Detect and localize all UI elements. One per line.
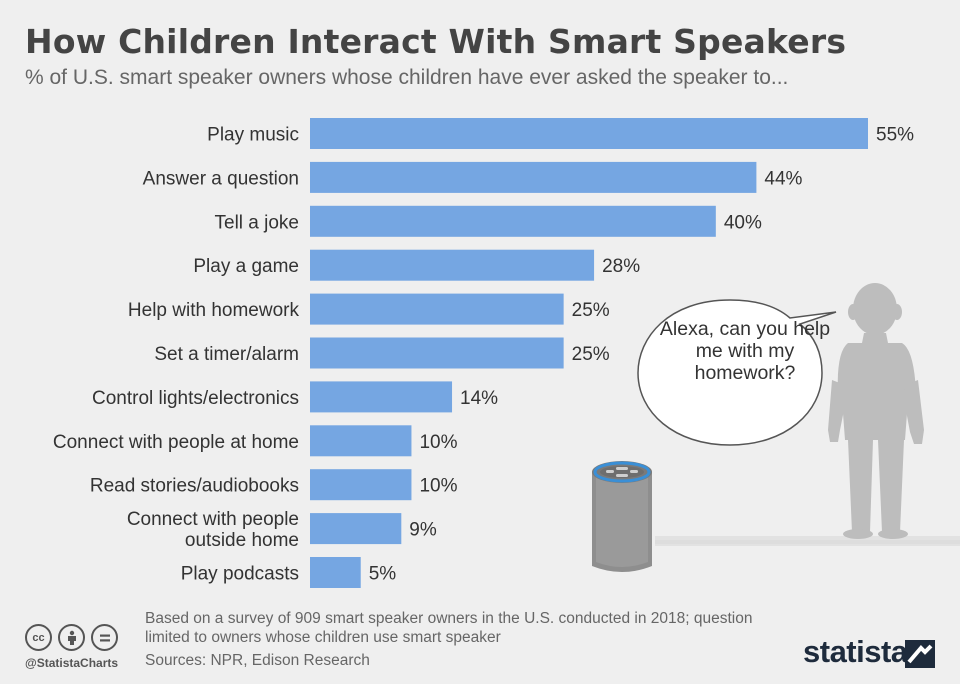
category-label-3: Play a game [193, 256, 299, 277]
value-label-4: 25% [572, 300, 610, 321]
category-label-2: Tell a joke [215, 212, 300, 233]
category-label-5: Set a timer/alarm [154, 344, 299, 365]
value-label-8: 10% [419, 476, 457, 497]
chart-subtitle: % of U.S. smart speaker owners whose chi… [25, 66, 789, 89]
value-label-6: 14% [460, 388, 498, 409]
category-label-0: Play music [207, 125, 299, 146]
value-label-3: 28% [602, 256, 640, 277]
bar-6 [310, 381, 453, 413]
bar-2 [310, 205, 716, 237]
chart-title: How Children Interact With Smart Speaker… [25, 22, 847, 61]
bar-0 [310, 118, 868, 149]
category-label-4: Help with homework [128, 300, 300, 321]
category-label-1: Answer a question [143, 168, 299, 189]
statista-handle[interactable]: @StatistaCharts [25, 656, 119, 670]
no-derivatives-icon[interactable] [91, 624, 118, 651]
statista-logo-icon[interactable] [905, 640, 935, 668]
bars-group: 55% Play music 44% Answer a question 40% Tell… [53, 118, 914, 588]
bar-1 [310, 161, 757, 193]
value-label-1: 44% [764, 168, 802, 189]
value-label-7: 10% [419, 432, 457, 453]
survey-note: Based on a survey of 909 smart speaker o… [145, 610, 753, 646]
license-icons: cc [25, 624, 118, 651]
floor [655, 540, 960, 544]
category-label-8: Read stories/audiobooks [90, 476, 299, 497]
bar-10 [310, 557, 361, 588]
attribution-icon[interactable] [58, 624, 85, 651]
category-label-7: Connect with people at home [53, 432, 299, 453]
bar-5 [310, 337, 564, 369]
category-label-10: Play podcasts [181, 564, 299, 585]
bar-8 [310, 469, 412, 501]
bar-4 [310, 293, 564, 325]
sources: Sources: NPR, Edison Research [145, 652, 370, 669]
bar-3 [310, 249, 595, 281]
value-label-0: 55% [876, 125, 914, 146]
value-label-9: 9% [409, 520, 437, 541]
speech-bubble-text: Alexa, can you help me with my homework? [659, 318, 831, 384]
value-label-2: 40% [724, 212, 762, 233]
speech-bubble [637, 299, 837, 446]
bar-9 [310, 513, 402, 545]
value-label-10: 5% [369, 564, 397, 585]
statista-logo-text[interactable]: statista [803, 634, 908, 669]
child-silhouette-icon [828, 283, 924, 539]
creative-commons-icon[interactable]: cc [25, 624, 52, 651]
value-label-5: 25% [572, 344, 610, 365]
smart-speaker-icon [592, 461, 652, 572]
category-label-9: Connect with people outside home [127, 509, 299, 551]
bar-7 [310, 425, 412, 457]
category-label-6: Control lights/electronics [92, 388, 299, 409]
